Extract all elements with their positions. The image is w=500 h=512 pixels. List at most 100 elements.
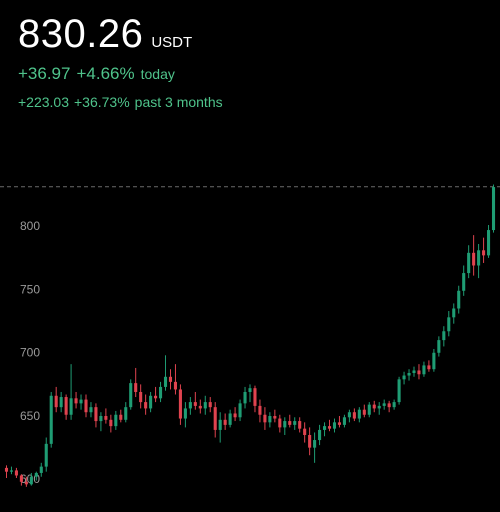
candle-body — [84, 399, 88, 413]
candle-body — [313, 440, 317, 448]
candle-body — [323, 426, 327, 430]
candle-body — [318, 429, 322, 441]
candle-body — [104, 416, 108, 420]
y-tick-label: 800 — [20, 219, 40, 233]
candle-body — [367, 404, 371, 415]
currency-label: USDT — [151, 34, 193, 51]
price-row: 830.26 USDT — [18, 12, 488, 58]
quote-header: 830.26 USDT +36.97 +4.66% today +223.03 … — [18, 12, 488, 110]
candle-body — [238, 403, 242, 418]
candle-body — [183, 408, 187, 419]
candle-body — [487, 230, 491, 256]
candle-body — [24, 481, 28, 485]
candle-body — [94, 407, 98, 422]
y-tick-label: 700 — [20, 346, 40, 360]
candle-body — [452, 308, 456, 318]
candle-body — [278, 418, 282, 428]
candle-body — [119, 414, 123, 420]
candle-body — [263, 414, 267, 423]
y-tick-label: 750 — [20, 282, 40, 296]
candle-body — [9, 470, 13, 472]
candle-body — [34, 472, 38, 477]
candle-body — [4, 467, 9, 472]
candle-body — [193, 402, 197, 406]
candle-body — [417, 370, 421, 375]
candle-body — [303, 428, 307, 435]
candle-body — [99, 416, 103, 422]
candle-body — [432, 352, 436, 370]
candle-body — [298, 421, 302, 429]
candle-body — [178, 389, 182, 419]
candle-body — [377, 405, 381, 409]
candle-body — [268, 416, 272, 423]
candle-body — [477, 250, 481, 266]
candle-body — [149, 395, 153, 409]
current-price: 830.26 — [18, 12, 144, 56]
candle-body — [163, 376, 168, 387]
candle-body — [139, 391, 143, 403]
candle-body — [19, 475, 23, 482]
candle-body — [173, 381, 177, 390]
candle-body — [49, 395, 53, 444]
candle-body — [134, 383, 138, 392]
candle-body — [437, 340, 441, 353]
candle-body — [64, 397, 68, 415]
candle-body — [407, 373, 411, 376]
candle-body — [218, 419, 222, 430]
candle-body — [442, 331, 446, 341]
candle-body — [387, 403, 391, 408]
candle-body — [233, 413, 237, 418]
candle-body — [472, 252, 476, 266]
candle-body — [59, 397, 63, 408]
candle-body — [213, 407, 217, 430]
candle-body — [79, 399, 83, 404]
candle-body — [462, 273, 466, 291]
candle-body — [288, 421, 292, 425]
candle-body — [159, 386, 163, 399]
candle-body — [203, 402, 207, 409]
candle-body — [109, 419, 113, 427]
candle-body — [273, 416, 277, 419]
candle-body — [223, 419, 227, 425]
candle-body — [198, 405, 202, 409]
candle-body — [228, 413, 232, 425]
candle-body — [327, 426, 332, 429]
candle-body — [332, 422, 337, 429]
candle-body — [168, 376, 173, 382]
candle-body — [248, 388, 252, 392]
period-change-value: +223.03 — [18, 94, 69, 110]
candle-body — [382, 403, 386, 406]
candle-body — [362, 409, 366, 415]
candle-body — [337, 422, 341, 425]
period-change-label: past 3 months — [134, 94, 223, 110]
period-change-row: +223.03 +36.73% past 3 months — [18, 94, 488, 110]
candle-body — [129, 383, 133, 408]
candle-body — [467, 252, 471, 274]
candle-body — [243, 391, 247, 404]
candle-body — [427, 365, 431, 370]
candle-body — [14, 470, 18, 476]
candle-body — [114, 414, 118, 427]
candle-body — [154, 395, 158, 399]
candle-body — [352, 412, 356, 419]
today-change-label: today — [140, 66, 175, 82]
candle-body — [457, 290, 461, 309]
candle-body — [208, 402, 212, 408]
candle-body — [293, 421, 297, 425]
candle-body — [144, 402, 148, 409]
candle-body — [402, 375, 406, 380]
today-change-percent: +4.66% — [76, 64, 135, 83]
candle-body — [39, 466, 43, 473]
candle-body — [447, 317, 451, 332]
candle-body — [69, 398, 73, 415]
candle-body — [422, 365, 426, 375]
candle-body — [124, 407, 128, 420]
candle-body — [54, 395, 58, 408]
period-change-percent: +36.73% — [74, 94, 130, 110]
candle-body — [89, 407, 93, 413]
candle-body — [482, 250, 486, 256]
candle-body — [253, 388, 257, 406]
candle-body — [308, 434, 312, 448]
today-change-value: +36.97 — [18, 64, 71, 83]
